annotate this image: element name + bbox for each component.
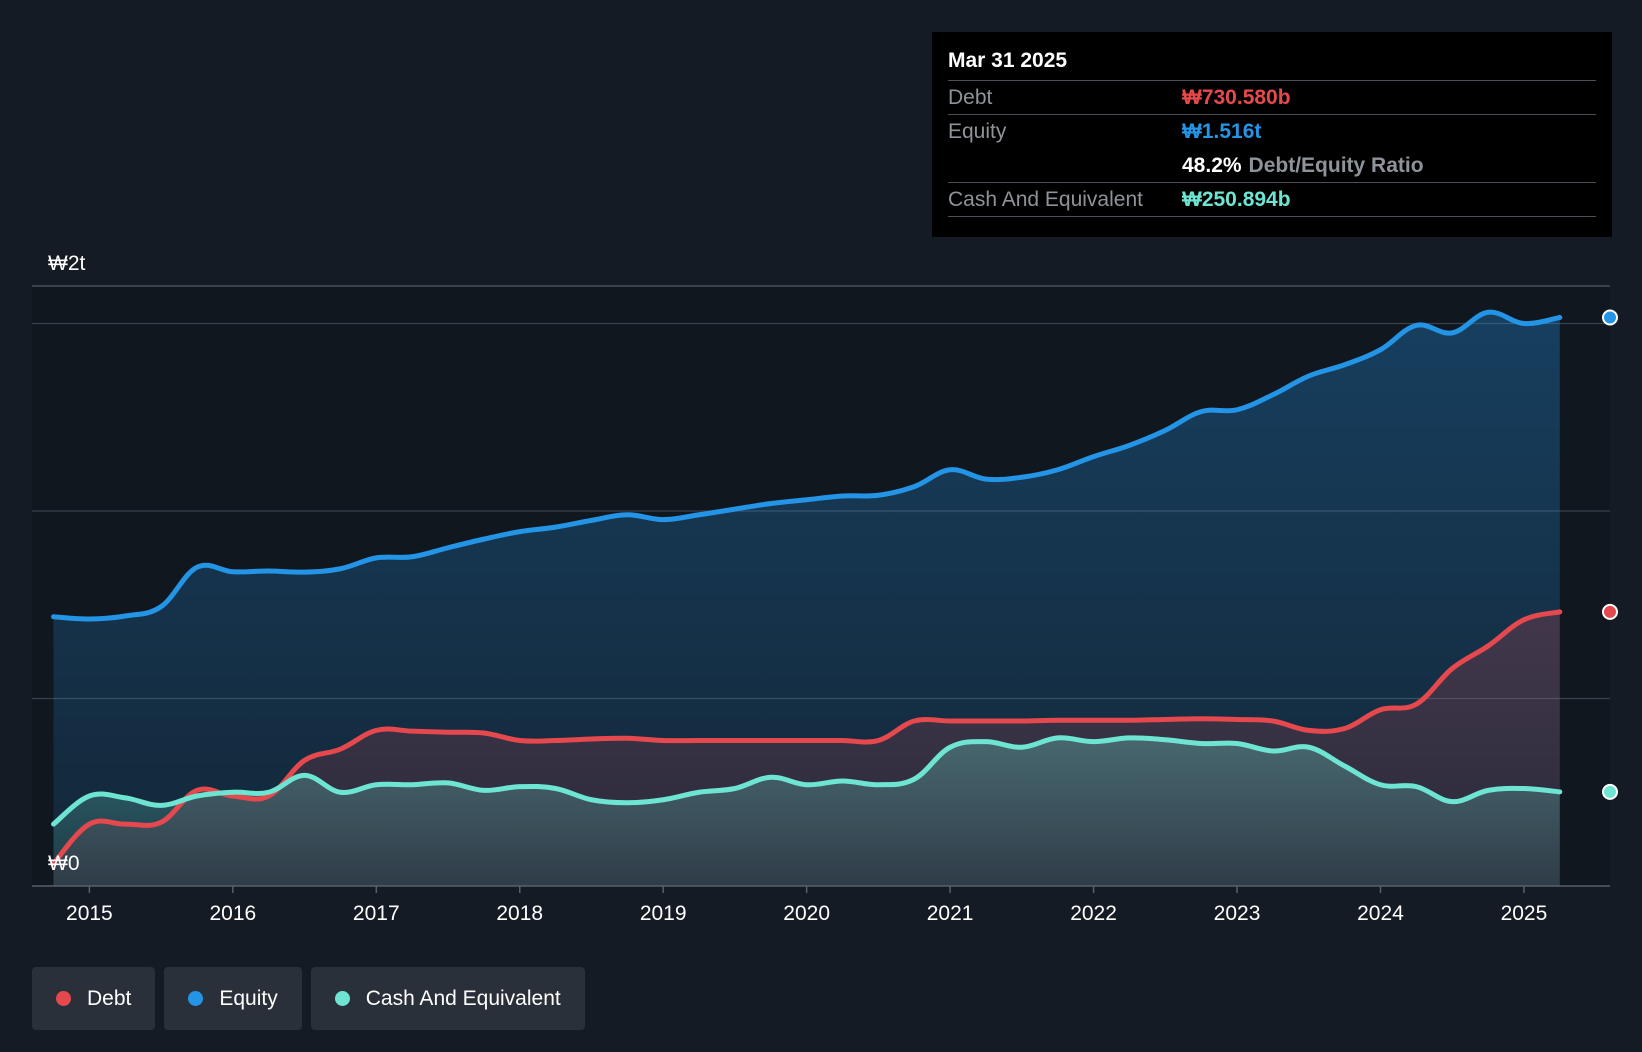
x-tick-label-2024: 2024: [1357, 902, 1404, 925]
legend-dot-cash: [334, 991, 350, 1006]
tooltip-row-cash: Cash And Equivalent ₩250.894b: [948, 182, 1596, 217]
x-tick-label-2017: 2017: [353, 902, 400, 925]
x-tick-label-2025: 2025: [1501, 902, 1548, 925]
x-tick-label-2016: 2016: [209, 902, 256, 925]
legend-item-cash[interactable]: Cash And Equivalent: [310, 967, 585, 1030]
legend-item-debt[interactable]: Debt: [32, 967, 156, 1030]
tooltip-debt-value: ₩730.580b: [1182, 85, 1291, 109]
tooltip-cash-value: ₩250.894b: [1182, 187, 1291, 211]
x-tick-label-2022: 2022: [1070, 902, 1117, 925]
legend-item-equity[interactable]: Equity: [164, 967, 302, 1030]
x-tick-label-2018: 2018: [496, 902, 543, 925]
tooltip-equity-value: ₩1.516t: [1182, 119, 1262, 143]
y-tick-label-bottom: ₩0: [48, 852, 80, 875]
tooltip-row-debt: Debt ₩730.580b: [948, 80, 1596, 114]
legend-dot-equity: [188, 991, 204, 1006]
tooltip-ratio-label: Debt/Equity Ratio: [1248, 153, 1424, 177]
legend-label-debt: Debt: [87, 986, 132, 1010]
cash-area: [53, 737, 1560, 886]
legend-dot-debt: [56, 991, 71, 1006]
y-tick-label-top: ₩2t: [48, 252, 86, 275]
tooltip-debt-label: Debt: [948, 85, 993, 109]
series-lines: [51, 309, 1563, 866]
tooltip-row-ratio: 48.2% Debt/Equity Ratio: [948, 148, 1596, 182]
equity-end-marker: [1602, 309, 1618, 326]
data-tooltip: Mar 31 2025 Debt ₩730.580b Equity ₩1.516…: [932, 32, 1612, 237]
tooltip-equity-label: Equity: [948, 119, 1007, 143]
tooltip-cash-label: Cash And Equivalent: [948, 187, 1143, 211]
debt-line: [51, 609, 1563, 866]
legend-label-equity: Equity: [219, 986, 278, 1010]
debt-end-marker: [1602, 603, 1618, 620]
x-tick-label-2021: 2021: [927, 902, 974, 925]
tooltip-ratio-value: 48.2%: [1182, 153, 1242, 177]
tooltip-date: Mar 31 2025: [948, 49, 1068, 72]
x-tick-label-2015: 2015: [66, 902, 113, 925]
chart-legend: Debt Equity Cash And Equivalent: [32, 967, 594, 1030]
series-end-markers: [1602, 309, 1618, 800]
x-tick-label-2020: 2020: [783, 902, 830, 925]
x-axis: 2015 2016 2017 2018 2019 2020 2021 2022 2023 2024…: [32, 885, 1610, 925]
tooltip-row-equity: Equity ₩1.516t: [948, 114, 1596, 148]
x-tick-label-2019: 2019: [640, 902, 687, 925]
x-tick-label-2023: 2023: [1214, 902, 1261, 925]
equity-line: [51, 309, 1563, 622]
legend-label-cash: Cash And Equivalent: [365, 986, 561, 1010]
cash-line: [51, 735, 1563, 827]
cash-end-marker: [1602, 783, 1618, 800]
